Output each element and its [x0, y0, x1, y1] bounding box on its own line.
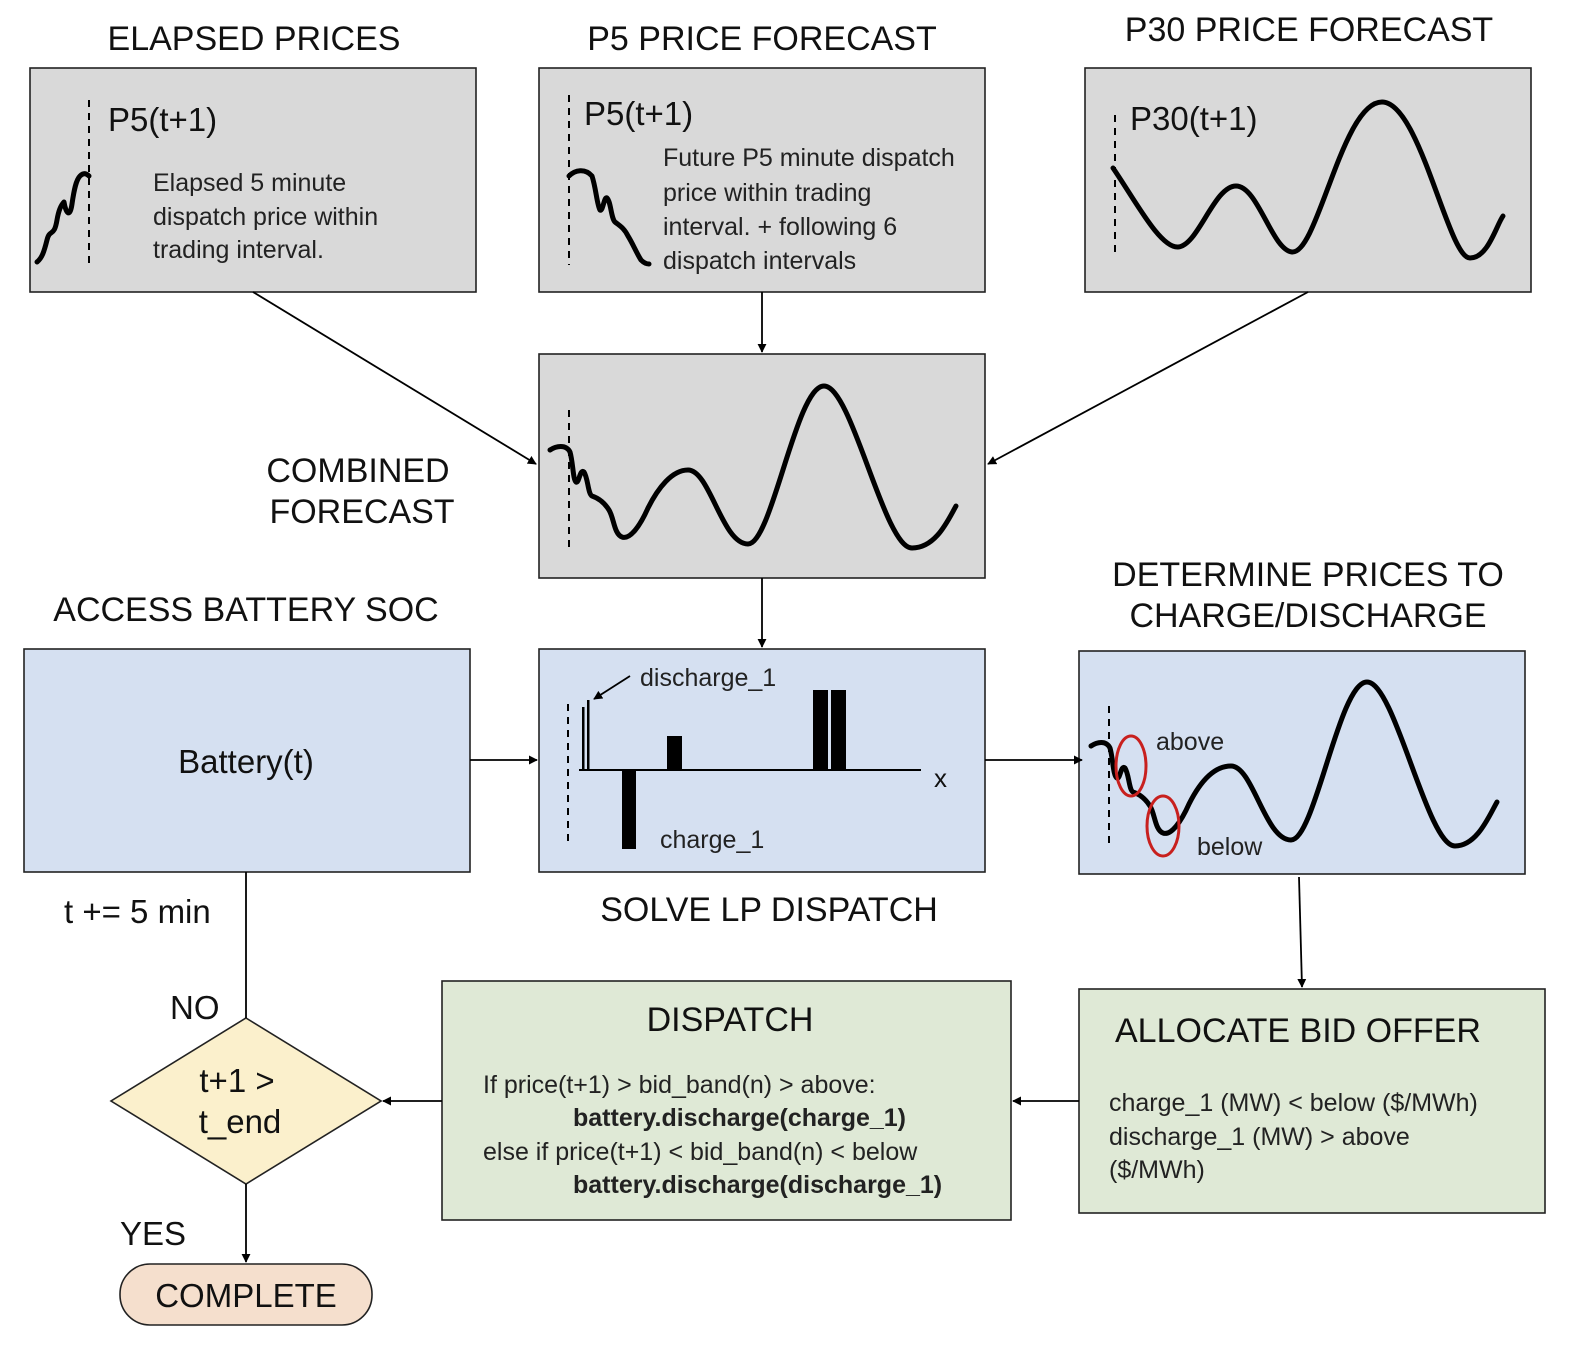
- complete-terminal: COMPLETE: [119, 1263, 373, 1326]
- discharge-bar: [587, 700, 590, 770]
- heading-solve-lp: SOLVE LP DISPATCH: [600, 891, 938, 929]
- p5-price-curve: [566, 168, 652, 267]
- heading-determine-line2: CHARGE/DISCHARGE: [1129, 597, 1486, 635]
- elapsed-desc-line3: trading interval.: [153, 236, 324, 264]
- battery-label: Battery(t): [178, 743, 314, 780]
- determine-prices-box: above below: [1078, 650, 1526, 875]
- dispatch-rule-line1: If price(t+1) > bid_band(n) > above:: [483, 1071, 876, 1099]
- end-time-decision: t+1 > t_end: [109, 1017, 383, 1185]
- dispatch-rule-line4: battery.discharge(discharge_1): [573, 1171, 942, 1199]
- heading-p30-forecast: P30 PRICE FORECAST: [1125, 11, 1493, 49]
- heading-elapsed-prices: ELAPSED PRICES: [108, 20, 401, 58]
- p30-price-curve: [1110, 99, 1506, 261]
- discharge-bar: [813, 690, 828, 770]
- p5-desc-line2: price within trading: [663, 179, 871, 207]
- charge-label: charge_1: [660, 826, 764, 854]
- p5-desc-line1: Future P5 minute dispatch: [663, 144, 955, 172]
- heading-combined-line2: FORECAST: [269, 493, 454, 531]
- dispatch-title: DISPATCH: [647, 1001, 814, 1039]
- elapsed-desc-line1: Elapsed 5 minute: [153, 169, 346, 197]
- arrow-determine-to-allocate: [1297, 876, 1307, 988]
- allocate-line3: ($/MWh): [1109, 1156, 1205, 1184]
- p30-forecast-box: P30(t+1): [1084, 67, 1532, 293]
- p30-label: P30(t+1): [1130, 100, 1258, 137]
- discharge-bar: [582, 707, 585, 770]
- dispatch-rule-line2: battery.discharge(charge_1): [573, 1104, 906, 1132]
- allocate-line2: discharge_1 (MW) > above: [1109, 1123, 1410, 1151]
- loop-increment-label: t += 5 min: [64, 893, 211, 930]
- battery-soc-box: Battery(t): [23, 648, 471, 873]
- decision-line1: t+1 >: [199, 1062, 274, 1099]
- dispatch-axis-label: x: [934, 763, 947, 793]
- complete-label: COMPLETE: [155, 1277, 337, 1314]
- discharge-bar: [831, 690, 846, 770]
- heading-p5-forecast: P5 PRICE FORECAST: [587, 20, 937, 58]
- heading-combined-line1: COMBINED: [266, 452, 449, 490]
- dispatch-box: DISPATCH If price(t+1) > bid_band(n) > a…: [441, 980, 1012, 1221]
- discharge-label: discharge_1: [640, 664, 776, 692]
- below-threshold-circle: [1145, 794, 1181, 858]
- heading-determine-line1: DETERMINE PRICES TO: [1112, 556, 1504, 594]
- determine-price-curve: [1088, 679, 1500, 849]
- elapsed-prices-box: P5(t+1) Elapsed 5 minute dispatch price …: [29, 67, 477, 293]
- elapsed-p5-label: P5(t+1): [108, 101, 217, 138]
- yes-branch-label: YES: [120, 1215, 186, 1252]
- dispatch-bars: [582, 690, 846, 849]
- below-label: below: [1197, 833, 1263, 861]
- connectors: [241, 291, 1309, 1263]
- p5-label: P5(t+1): [584, 95, 693, 132]
- p5-forecast-box: P5(t+1) Future P5 minute dispatch price …: [538, 67, 986, 293]
- above-threshold-circle: [1114, 734, 1148, 798]
- lp-dispatch-box: x discharge_1 charge_1: [538, 648, 986, 873]
- elapsed-price-curve: [34, 171, 92, 265]
- p5-desc-line3: interval. + following 6: [663, 213, 897, 241]
- arrow-p30-to-combined: [987, 291, 1309, 465]
- combined-forecast-box: [538, 353, 986, 579]
- allocate-bid-offer-box: ALLOCATE BID OFFER charge_1 (MW) < below…: [1078, 988, 1546, 1214]
- allocate-title: ALLOCATE BID OFFER: [1115, 1012, 1481, 1050]
- charge-bar: [622, 770, 636, 849]
- elapsed-desc-line2: dispatch price within: [153, 203, 378, 231]
- arrow-elapsed-to-combined: [252, 291, 537, 465]
- discharge-bar: [667, 736, 682, 770]
- no-branch-label: NO: [170, 989, 220, 1026]
- dispatch-rule-line3: else if price(t+1) < bid_band(n) < below: [483, 1138, 918, 1166]
- allocate-line1: charge_1 (MW) < below ($/MWh): [1109, 1089, 1478, 1117]
- heading-battery-soc: ACCESS BATTERY SOC: [53, 591, 438, 629]
- decision-line2: t_end: [199, 1103, 282, 1140]
- discharge-pointer-arrow: [593, 675, 631, 700]
- p5-desc-line4: dispatch intervals: [663, 247, 856, 275]
- above-label: above: [1156, 728, 1224, 756]
- combined-price-curve: [547, 383, 959, 551]
